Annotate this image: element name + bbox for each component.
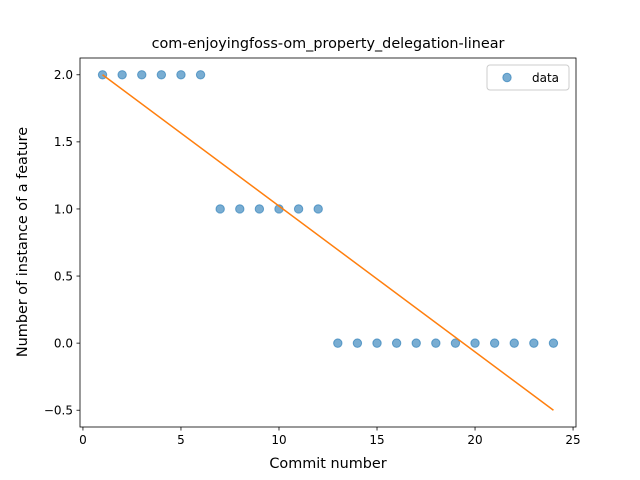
data-point: [235, 204, 245, 214]
fit-line: [102, 74, 554, 411]
y-tick-label: 2.0: [54, 68, 73, 82]
data-point: [195, 70, 206, 80]
data-point: [372, 338, 382, 348]
data-point: [529, 338, 539, 348]
y-tick-label: 0.5: [54, 269, 73, 283]
data-point: [548, 338, 559, 348]
plot-area: [97, 70, 559, 411]
data-point: [431, 338, 441, 348]
legend-label: data: [532, 71, 559, 85]
data-point: [215, 204, 225, 214]
y-axis-label: Number of instance of a feature: [15, 127, 31, 357]
data-point: [391, 338, 402, 348]
y-tick-label: 1.5: [54, 135, 73, 149]
x-tick-label: 10: [271, 433, 286, 447]
data-point: [470, 338, 480, 348]
data-point: [117, 70, 127, 80]
axes-frame: [79, 57, 577, 428]
axes: 0 5 10 15 20 25 −0.5 0.0 0.5 1.0 1.5 2.0: [44, 57, 581, 447]
data-point: [352, 338, 363, 348]
x-tick-label: 0: [79, 433, 87, 447]
data-point: [489, 338, 500, 348]
data-point: [450, 338, 461, 348]
data-point: [176, 70, 186, 80]
data-point: [509, 338, 519, 348]
x-tick-label: 15: [369, 433, 384, 447]
chart-title: com-enjoyingfoss-om_property_delegation-…: [152, 36, 505, 52]
x-tick-label: 5: [177, 433, 185, 447]
data-point: [156, 70, 167, 80]
x-tick-label: 25: [565, 433, 580, 447]
x-tick-label: 20: [467, 433, 482, 447]
data-point: [293, 204, 304, 214]
data-point: [313, 204, 323, 214]
data-point: [333, 338, 343, 348]
data-point: [254, 204, 265, 214]
y-tick-label: 0.0: [54, 336, 73, 350]
y-tick-label: −0.5: [44, 404, 73, 418]
legend: data: [486, 64, 570, 91]
legend-box: [486, 64, 570, 91]
x-axis-label: Commit number: [269, 456, 386, 472]
data-point: [411, 338, 421, 348]
data-point: [137, 70, 147, 80]
y-tick-label: 1.0: [54, 202, 73, 216]
legend-marker: [502, 72, 512, 83]
